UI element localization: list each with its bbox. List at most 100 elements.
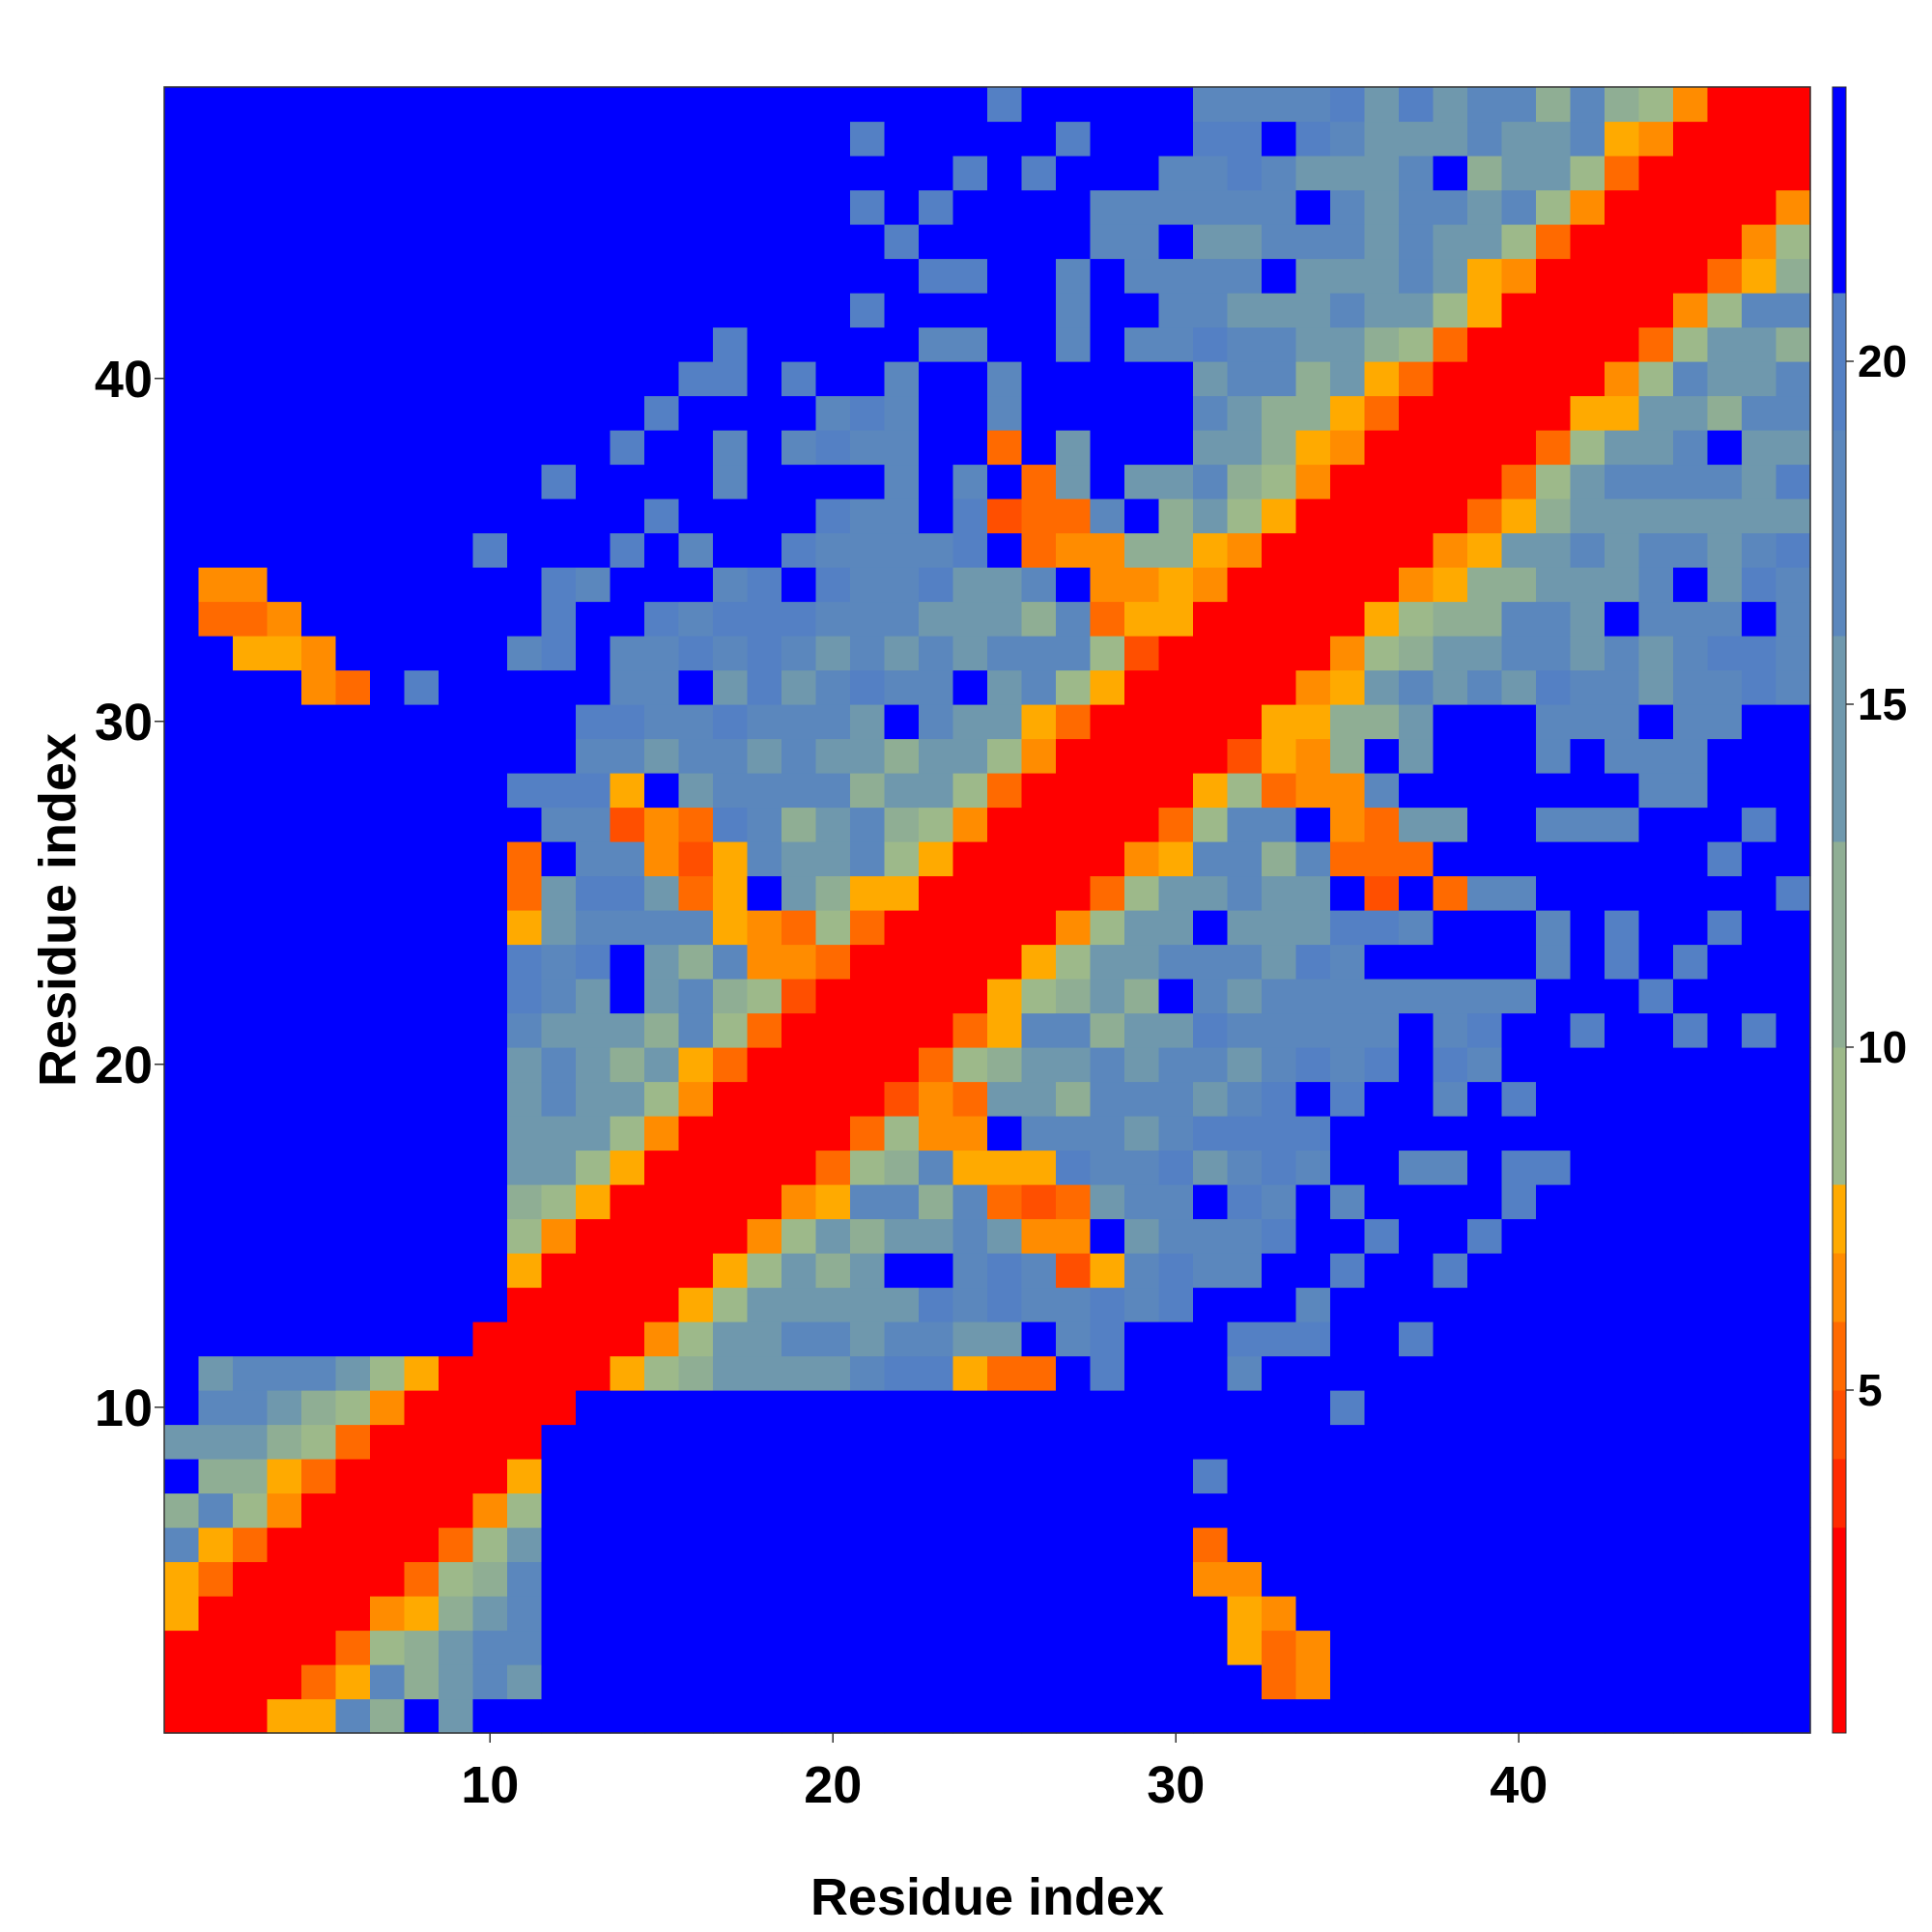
- heatmap-cell: [644, 1081, 680, 1117]
- heatmap-cell: [1638, 841, 1674, 877]
- heatmap-cell: [1364, 910, 1400, 946]
- heatmap-cell: [1330, 498, 1366, 534]
- heatmap-cell: [576, 1664, 611, 1700]
- heatmap-cell: [1330, 636, 1366, 671]
- heatmap-cell: [1467, 1218, 1503, 1254]
- heatmap-cell: [610, 327, 645, 362]
- heatmap-cell: [164, 224, 200, 260]
- heatmap-cell: [1364, 567, 1400, 603]
- heatmap-cell: [1776, 1561, 1811, 1597]
- heatmap-cell: [1638, 1218, 1674, 1254]
- heatmap-cell: [1707, 1184, 1743, 1220]
- heatmap-cell: [1433, 224, 1468, 260]
- heatmap-cell: [1605, 841, 1640, 877]
- colorbar-tick-label: 20: [1858, 336, 1907, 386]
- heatmap-cell: [198, 464, 234, 499]
- heatmap-cell: [1501, 1287, 1537, 1322]
- heatmap-cell: [1673, 1116, 1709, 1151]
- heatmap-cell: [1501, 669, 1537, 705]
- heatmap-cell: [439, 875, 474, 911]
- heatmap-cell: [1742, 1081, 1777, 1117]
- heatmap-cell: [1707, 1459, 1743, 1494]
- heatmap-cell: [1330, 1561, 1366, 1597]
- heatmap-cell: [335, 841, 371, 877]
- heatmap-cell: [164, 636, 200, 671]
- heatmap-cell: [301, 293, 337, 328]
- heatmap-cell: [1570, 1253, 1605, 1289]
- heatmap-cell: [1638, 1596, 1674, 1632]
- heatmap-cell: [1262, 636, 1297, 671]
- heatmap-cell: [1570, 1047, 1605, 1083]
- heatmap-cell: [1330, 1218, 1366, 1254]
- heatmap-cell: [1227, 738, 1263, 774]
- heatmap-cell: [1295, 773, 1331, 809]
- heatmap-cell: [267, 1287, 302, 1322]
- heatmap-cell: [1021, 1150, 1057, 1185]
- heatmap-cell: [1158, 430, 1194, 466]
- heatmap-cell: [1433, 1047, 1468, 1083]
- heatmap-cell: [301, 1321, 337, 1357]
- heatmap-cell: [1467, 1081, 1503, 1117]
- heatmap-cell: [1467, 738, 1503, 774]
- heatmap-cell: [1295, 395, 1331, 431]
- heatmap-cell: [919, 293, 954, 328]
- heatmap-cell: [1536, 738, 1572, 774]
- heatmap-cell: [713, 1184, 749, 1220]
- heatmap-cell: [850, 1081, 886, 1117]
- heatmap-cell: [884, 979, 920, 1014]
- heatmap-cell: [815, 189, 851, 225]
- heatmap-cell: [576, 1459, 611, 1494]
- heatmap-cell: [1330, 1184, 1366, 1220]
- heatmap-cell: [884, 1287, 920, 1322]
- heatmap-cell: [198, 944, 234, 980]
- heatmap-cell: [1638, 1561, 1674, 1597]
- heatmap-cell: [1673, 601, 1709, 637]
- heatmap-cell: [987, 910, 1023, 946]
- heatmap-cell: [1605, 430, 1640, 466]
- heatmap-cell: [1433, 532, 1468, 568]
- heatmap-cell: [1742, 464, 1777, 499]
- heatmap-cell: [1536, 773, 1572, 809]
- heatmap-cell: [507, 189, 543, 225]
- heatmap-cell: [713, 1390, 749, 1426]
- heatmap-cell: [1399, 1390, 1435, 1426]
- heatmap-cell: [541, 395, 577, 431]
- heatmap-cell: [1330, 1492, 1366, 1528]
- heatmap-cell: [472, 1253, 508, 1289]
- heatmap-cell: [164, 156, 200, 191]
- heatmap-cell: [1158, 910, 1194, 946]
- heatmap-cell: [1227, 704, 1263, 740]
- heatmap-cell: [439, 1596, 474, 1632]
- heatmap-cell: [610, 293, 645, 328]
- heatmap-cell: [1056, 1561, 1092, 1597]
- heatmap-cell: [1193, 464, 1229, 499]
- heatmap-cell: [919, 979, 954, 1014]
- heatmap-cell: [952, 1492, 988, 1528]
- heatmap-cell: [1776, 1527, 1811, 1563]
- heatmap-cell: [1467, 636, 1503, 671]
- heatmap-cell: [850, 636, 886, 671]
- heatmap-cell: [919, 1561, 954, 1597]
- heatmap-cell: [1467, 875, 1503, 911]
- heatmap-cell: [1776, 464, 1811, 499]
- heatmap-cell: [507, 87, 543, 123]
- heatmap-cell: [1467, 1492, 1503, 1528]
- heatmap-cell: [1193, 430, 1229, 466]
- heatmap-cell: [1399, 1424, 1435, 1460]
- heatmap-cell: [1262, 567, 1297, 603]
- heatmap-cell: [404, 532, 440, 568]
- heatmap-cell: [781, 1047, 817, 1083]
- heatmap-cell: [164, 944, 200, 980]
- heatmap-cell: [747, 704, 782, 740]
- heatmap-cell: [678, 773, 714, 809]
- heatmap-cell: [472, 669, 508, 705]
- heatmap-cell: [1295, 1047, 1331, 1083]
- heatmap-cell: [1776, 293, 1811, 328]
- heatmap-cell: [713, 1321, 749, 1357]
- heatmap-cell: [472, 361, 508, 397]
- heatmap-cell: [1193, 773, 1229, 809]
- heatmap-cell: [1605, 156, 1640, 191]
- heatmap-cell: [747, 1459, 782, 1494]
- heatmap-cell: [1021, 1561, 1057, 1597]
- heatmap-cell: [1673, 1321, 1709, 1357]
